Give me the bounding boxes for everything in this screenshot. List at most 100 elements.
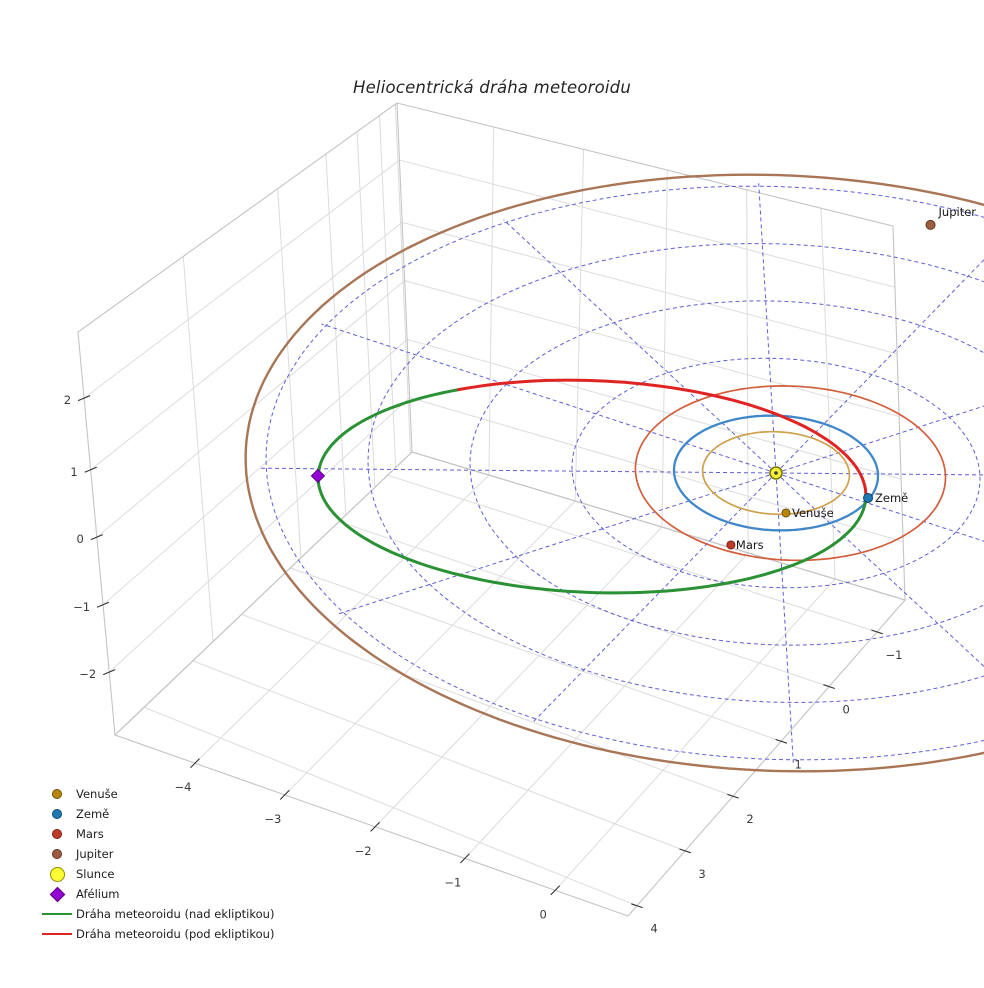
x-tick-label: −4 — [175, 780, 192, 794]
floor-y-gridline — [387, 474, 878, 633]
tick-mark — [90, 534, 104, 541]
floor-x-gridline — [194, 474, 490, 764]
planet-label: Mars — [736, 538, 764, 552]
ecliptic-spoke — [775, 472, 984, 542]
legend-marker-circle-icon — [38, 809, 76, 819]
jupiter-orbit — [244, 173, 984, 773]
x-tick-label: −2 — [355, 844, 372, 858]
floor-y-gridline — [290, 567, 782, 742]
planet-label: Jupiter — [938, 205, 977, 219]
legend-item: Mars — [38, 824, 274, 844]
floor-x-gridline — [464, 552, 749, 859]
tick-mark — [679, 848, 691, 854]
floor-y-gridline — [143, 706, 638, 907]
legend-marker-circle-icon — [38, 849, 76, 859]
leftwall-y-gridline — [182, 256, 214, 642]
meteoroid-path-below — [457, 378, 868, 499]
rightwall-z-gridline — [407, 338, 902, 480]
tick-mark — [823, 684, 835, 690]
leftwall-y-gridline — [394, 104, 411, 454]
rightwall-x-gridline — [574, 149, 584, 502]
floor-x-gridline — [554, 578, 836, 891]
floor-y-gridline — [192, 660, 686, 852]
planet-země — [863, 492, 874, 503]
tick-mark — [370, 821, 380, 832]
legend-marker-line-icon — [38, 913, 76, 915]
floor-x-gridline — [284, 500, 576, 796]
legend-item: Dráha meteoroidu (nad ekliptikou) — [38, 904, 274, 924]
planet-mars — [726, 540, 736, 550]
mars-orbit — [634, 385, 947, 562]
tick-mark — [550, 885, 561, 896]
rightwall-x-gridline — [746, 189, 749, 553]
legend-marker-circle-icon — [38, 829, 76, 839]
legend-item: Afélium — [38, 884, 274, 904]
tick-mark — [631, 903, 643, 909]
x-tick-label: −1 — [444, 875, 461, 889]
tick-mark — [102, 669, 116, 676]
tick-mark — [775, 738, 788, 744]
floor-x-gridline — [374, 526, 663, 828]
ecliptic-spoke — [758, 183, 777, 474]
tick-mark — [84, 466, 97, 473]
ecliptic-spoke — [533, 472, 777, 722]
z-tick-label: −2 — [79, 667, 96, 681]
rightwall-x-gridline — [820, 208, 836, 580]
leftwall-y-gridline — [325, 154, 347, 516]
legend-marker-diamond-icon — [38, 886, 76, 902]
meteoroid-path-above — [316, 388, 868, 595]
ecliptic-spoke — [321, 323, 777, 474]
tick-mark — [279, 789, 290, 800]
leftwall-y-gridline — [277, 188, 302, 558]
z-tick-label: 2 — [64, 393, 71, 407]
z-tick-label: −1 — [73, 600, 90, 614]
x-tick-label: 0 — [539, 907, 546, 921]
y-tick-label: 0 — [842, 703, 849, 717]
legend-marker-line-icon — [38, 933, 76, 935]
y-tick-label: 4 — [650, 922, 657, 936]
floor-y-gridline — [241, 613, 734, 797]
tick-mark — [96, 601, 110, 608]
leftwall-z-gridline — [102, 338, 408, 606]
ecliptic-ring — [469, 300, 984, 646]
venuse-orbit — [701, 430, 851, 516]
legend-label: Dráha meteoroidu (pod ekliptikou) — [76, 927, 275, 941]
y-tick-label: 1 — [795, 757, 802, 771]
z-tick-label: 1 — [70, 465, 77, 479]
ecliptic-spoke — [503, 219, 777, 474]
ecliptic-spoke — [261, 467, 777, 474]
floor-y-gridline — [338, 521, 830, 688]
ecliptic-spoke — [775, 405, 984, 474]
planet-label: Venuše — [792, 506, 834, 520]
x-tick-label: −3 — [264, 812, 281, 826]
rightwall-z-gridline — [401, 221, 898, 355]
y-tick-label: 2 — [746, 812, 753, 826]
tick-mark — [190, 758, 200, 769]
rightwall-x-gridline — [661, 169, 668, 528]
ecliptic-ring — [571, 357, 981, 589]
floor-edge — [113, 451, 906, 917]
planet-venuše — [781, 508, 791, 518]
z-tick-label: 0 — [77, 532, 84, 546]
chart-title: Heliocentrická dráha meteoroidu — [352, 78, 632, 97]
ecliptic-spoke — [775, 472, 794, 763]
rightwall-z-gridline — [399, 159, 896, 288]
left-wall-edge — [77, 102, 413, 737]
legend-item: Dráha meteoroidu (pod ekliptikou) — [38, 924, 274, 944]
planet-label: Země — [875, 491, 908, 505]
legend-marker-circle-lg-icon — [38, 866, 76, 882]
tick-mark — [460, 853, 470, 864]
legend: Venuše Země Mars Jupiter Slunce Afélium Dráha … — [38, 784, 274, 944]
planet-jupiter — [925, 219, 936, 230]
legend-item: Slunce — [38, 864, 274, 884]
y-tick-label: −1 — [886, 648, 903, 662]
leftwall-z-gridline — [96, 280, 405, 538]
legend-label: Afélium — [76, 887, 120, 901]
y-tick-label: 3 — [698, 867, 705, 881]
legend-label: Dráha meteoroidu (nad ekliptikou) — [76, 907, 275, 921]
legend-item: Venuše — [38, 784, 274, 804]
legend-label: Slunce — [76, 867, 115, 881]
legend-marker-circle-icon — [38, 789, 76, 799]
